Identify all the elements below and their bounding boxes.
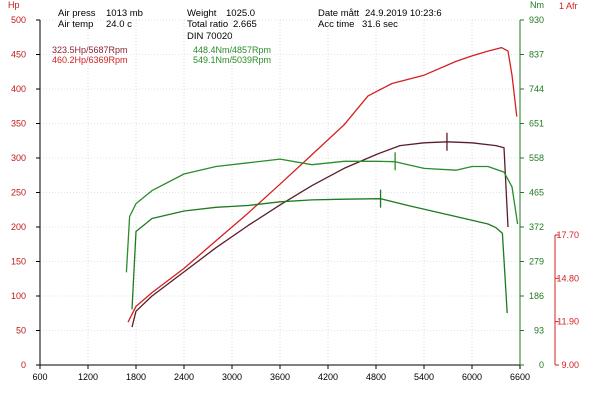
right-tick-label: 558 bbox=[529, 153, 544, 163]
right-axis-ticks: 0 93 186 279 372 465 558 651 744 837 930 Nm bbox=[520, 0, 544, 370]
peak-markers bbox=[379, 132, 448, 208]
date-value: 24.9.2019 10:23:6 bbox=[365, 8, 442, 19]
legend-entry: 549.1Nm/5039Rpm bbox=[193, 55, 271, 65]
series-lines bbox=[125, 46, 519, 328]
x-axis-ticks: 600 1200 1800 2400 3000 3600 4200 4800 5400 6000 6… bbox=[32, 365, 530, 382]
left-tick-label: 50 bbox=[16, 326, 26, 336]
afr-tick-label: 9.00 bbox=[561, 360, 579, 370]
afr-tick-label: 14.80 bbox=[556, 273, 579, 283]
x-tick-label: 6600 bbox=[510, 372, 530, 382]
series-line-1 bbox=[127, 46, 518, 323]
x-tick-label: 6000 bbox=[462, 372, 482, 382]
afr-axis-ticks: 9.00 11.90 14.80 17.70 1 Afr bbox=[555, 1, 579, 370]
series-line-3 bbox=[125, 158, 519, 273]
right-axis-unit: Nm bbox=[530, 0, 544, 10]
din-standard: DIN 70020 bbox=[187, 31, 233, 42]
air-temp-value: 24.0 c bbox=[106, 19, 132, 30]
left-tick-label: 400 bbox=[11, 84, 26, 94]
total-ratio-value: 2.665 bbox=[233, 19, 257, 30]
x-tick-label: 1800 bbox=[126, 372, 146, 382]
legend-entry: 448.4Nm/4857Rpm bbox=[193, 45, 271, 55]
left-tick-label: 500 bbox=[11, 15, 26, 25]
x-tick-label: 1200 bbox=[78, 372, 98, 382]
x-tick-label: 5400 bbox=[414, 372, 434, 382]
right-tick-label: 651 bbox=[529, 119, 544, 129]
left-tick-label: 0 bbox=[21, 360, 26, 370]
total-ratio-label: Total ratio bbox=[187, 19, 229, 30]
x-tick-label: 3000 bbox=[222, 372, 242, 382]
right-tick-label: 837 bbox=[529, 50, 544, 60]
series-line-4 bbox=[131, 198, 508, 314]
weight-label: Weight bbox=[187, 8, 217, 19]
left-tick-label: 200 bbox=[11, 222, 26, 232]
x-tick-label: 600 bbox=[32, 372, 47, 382]
left-axis-ticks: 0 50 100 150 200 250 300 350 400 450 500 Hp bbox=[8, 0, 40, 370]
x-tick-label: 2400 bbox=[174, 372, 194, 382]
left-tick-label: 150 bbox=[11, 257, 26, 267]
left-tick-label: 300 bbox=[11, 153, 26, 163]
series-line-2 bbox=[131, 141, 509, 328]
x-tick-label: 4800 bbox=[366, 372, 386, 382]
afr-tick-label: 17.70 bbox=[556, 230, 579, 240]
air-press-label: Air press bbox=[58, 8, 96, 19]
plot-frame bbox=[39, 20, 556, 366]
left-tick-label: 250 bbox=[11, 188, 26, 198]
left-tick-label: 100 bbox=[11, 291, 26, 301]
date-label: Date mått bbox=[318, 8, 360, 19]
right-tick-label: 186 bbox=[529, 291, 544, 301]
x-tick-label: 3600 bbox=[270, 372, 290, 382]
afr-tick-label: 11.90 bbox=[557, 317, 579, 327]
right-tick-label: 0 bbox=[539, 360, 544, 370]
acc-time-value: 31.6 sec bbox=[362, 19, 398, 30]
right-tick-label: 372 bbox=[529, 222, 544, 232]
left-tick-label: 350 bbox=[11, 119, 26, 129]
x-tick-label: 4200 bbox=[318, 372, 338, 382]
legend-entry: 323.5Hp/5687Rpm bbox=[52, 45, 128, 55]
acc-time-label: Acc time bbox=[318, 19, 355, 30]
weight-value: 1025.0 bbox=[226, 8, 256, 19]
legend-entry: 460.2Hp/6369Rpm bbox=[52, 55, 128, 65]
right-tick-label: 465 bbox=[529, 188, 544, 198]
air-temp-label: Air temp bbox=[58, 19, 94, 30]
right-tick-label: 279 bbox=[529, 257, 544, 267]
left-tick-label: 450 bbox=[11, 50, 26, 60]
afr-axis-unit: 1 Afr bbox=[559, 1, 578, 11]
right-tick-label: 93 bbox=[534, 326, 544, 336]
right-tick-label: 930 bbox=[529, 15, 544, 25]
grid bbox=[39, 19, 521, 366]
air-press-value: 1013 mb bbox=[106, 8, 143, 19]
left-axis-unit: Hp bbox=[8, 0, 20, 10]
right-tick-label: 744 bbox=[529, 84, 544, 94]
